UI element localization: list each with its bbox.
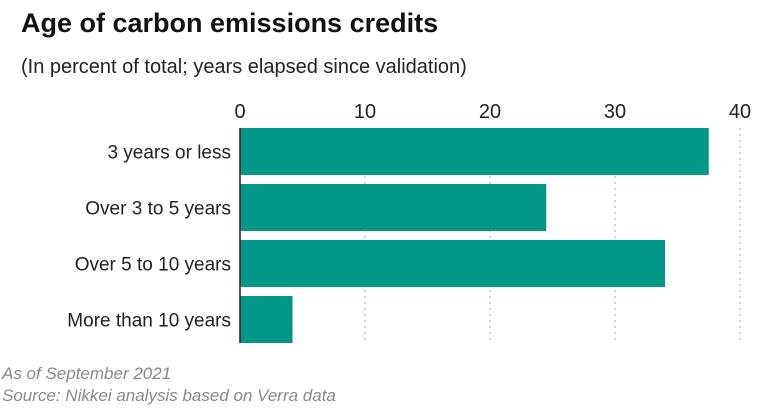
- bar-3: [240, 240, 665, 287]
- x-tick-label-0: 0: [234, 101, 245, 123]
- bar-2: [240, 184, 547, 231]
- chart-title: Age of carbon emissions credits: [21, 8, 439, 38]
- bar-4: [240, 296, 293, 343]
- category-label-2: Over 3 to 5 years: [85, 199, 231, 220]
- category-label-1: 3 years or less: [107, 143, 231, 164]
- date-note: As of September 2021: [2, 364, 172, 383]
- chart-subtitle: (In percent of total; years elapsed sinc…: [21, 56, 467, 78]
- x-tick-label-10: 10: [354, 101, 376, 123]
- bar-1: [240, 128, 709, 175]
- x-tick-label-40: 40: [729, 101, 751, 123]
- source-note: Source: Nikkei analysis based on Verra d…: [2, 386, 336, 405]
- category-label-4: More than 10 years: [67, 311, 231, 332]
- x-tick-label-30: 30: [604, 101, 626, 123]
- category-label-3: Over 5 to 10 years: [75, 255, 231, 276]
- x-tick-label-20: 20: [479, 101, 501, 123]
